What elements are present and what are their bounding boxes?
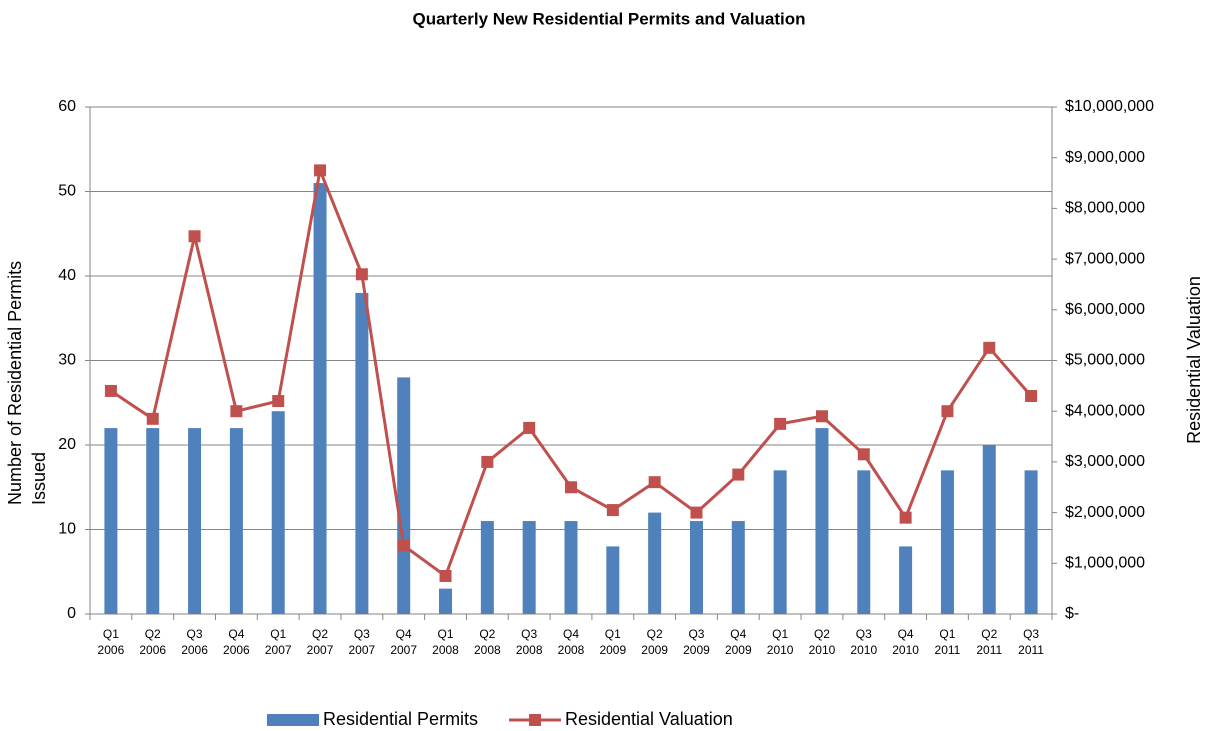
- x-tick-label: Q3 2006: [181, 627, 208, 657]
- bar: [899, 546, 913, 614]
- x-tick-label: Q1 2009: [599, 627, 627, 657]
- line-marker: [188, 230, 201, 243]
- y2-tick-label: $4,000,000: [1065, 402, 1145, 419]
- y2-tick-label: $7,000,000: [1065, 250, 1145, 267]
- x-tick-label: Q3 2010: [850, 627, 878, 657]
- bar: [271, 411, 285, 614]
- y2-tick-label: $6,000,000: [1065, 301, 1145, 318]
- line-marker: [523, 421, 536, 434]
- line-marker: [355, 268, 368, 281]
- line-marker: [983, 341, 996, 354]
- bar: [229, 428, 243, 614]
- y2-tick-label: $-: [1065, 605, 1079, 622]
- bar: [1024, 470, 1038, 614]
- bar: [940, 470, 954, 614]
- x-tick-label: Q1 2008: [432, 627, 459, 657]
- x-tick-label: Q2 2009: [641, 627, 668, 657]
- y-tick-label: 10: [58, 521, 76, 538]
- line-marker: [690, 506, 703, 519]
- legend-marker: [529, 714, 541, 726]
- x-tick-label: Q1 2011: [934, 627, 961, 657]
- x-tick-label: Q2 2006: [139, 627, 167, 657]
- bar: [146, 428, 160, 614]
- y2-tick-label: $10,000,000: [1065, 98, 1154, 115]
- line-marker: [815, 410, 828, 423]
- legend-swatch: [267, 714, 319, 726]
- line-marker: [732, 468, 745, 481]
- x-tick-label: Q4 2009: [724, 627, 752, 657]
- x-tick-label: Q2 2011: [976, 627, 1003, 657]
- bar: [689, 521, 703, 614]
- x-tick-label: Q3 2007: [348, 627, 376, 657]
- x-tick-label: Q3 2008: [515, 627, 543, 657]
- line-marker: [397, 539, 410, 552]
- bar: [606, 546, 620, 614]
- bar: [355, 292, 369, 614]
- x-tick-label: Q2 2007: [306, 627, 334, 657]
- x-tick-label: Q2 2008: [473, 627, 501, 657]
- bar: [397, 377, 411, 614]
- legend-label: Residential Permits: [323, 709, 478, 729]
- line-marker: [941, 405, 954, 418]
- bar: [104, 428, 118, 614]
- y-tick-label: 60: [58, 98, 76, 115]
- bar: [857, 470, 871, 614]
- bar: [188, 428, 202, 614]
- legend-label: Residential Valuation: [565, 709, 733, 729]
- line-marker: [899, 511, 912, 524]
- y-tick-label: 40: [58, 267, 76, 284]
- line-marker: [857, 448, 870, 461]
- line-marker: [481, 455, 494, 468]
- y-tick-label: 0: [67, 605, 76, 622]
- bar: [648, 512, 662, 614]
- x-tick-label: Q1 2010: [766, 627, 794, 657]
- bar: [731, 521, 745, 614]
- line-marker: [565, 481, 577, 494]
- line-marker: [146, 412, 159, 425]
- x-tick-label: Q4 2008: [557, 627, 585, 657]
- bar: [522, 521, 536, 614]
- line-marker: [648, 476, 661, 489]
- line-marker: [774, 417, 787, 430]
- bar: [313, 183, 327, 615]
- line-marker: [230, 405, 243, 418]
- x-tick-label: Q4 2007: [390, 627, 418, 657]
- x-tick-label: Q1 2007: [264, 627, 292, 657]
- y-tick-label: 30: [58, 352, 76, 369]
- bar: [815, 428, 829, 614]
- line-marker: [272, 395, 285, 408]
- line-marker: [1025, 389, 1038, 402]
- y2-tick-label: $1,000,000: [1065, 555, 1145, 572]
- y2-tick-label: $9,000,000: [1065, 149, 1145, 166]
- x-tick-label: Q3 2009: [683, 627, 710, 657]
- line: [110, 164, 1033, 579]
- line-marker: [606, 504, 619, 517]
- y2-tick-label: $2,000,000: [1065, 504, 1145, 521]
- y2-tick-label: $3,000,000: [1065, 453, 1145, 470]
- bar: [773, 470, 787, 614]
- chart-title: Quarterly New Residential Permits and Va…: [412, 9, 805, 28]
- line-marker: [314, 164, 327, 177]
- y-tick-label: 50: [58, 183, 76, 200]
- bar: [480, 521, 494, 614]
- bar: [982, 445, 996, 614]
- y-tick-label: 20: [58, 436, 76, 453]
- y2-axis-title: Residential Valuation: [1184, 276, 1204, 444]
- y2-tick-label: $8,000,000: [1065, 200, 1145, 217]
- line-marker: [439, 569, 452, 582]
- x-tick-label: Q4 2006: [223, 627, 250, 657]
- line-marker: [104, 384, 117, 397]
- bar: [439, 588, 453, 614]
- x-tick-label: Q4 2010: [892, 627, 919, 657]
- x-tick-label: Q1 2006: [97, 627, 125, 657]
- bar: [564, 521, 578, 614]
- y-axis-title: Number of Residential Permits Issued: [5, 260, 49, 505]
- x-tick-label: Q3 2011: [1018, 627, 1044, 657]
- y2-tick-label: $5,000,000: [1065, 352, 1145, 369]
- x-tick-label: Q2 2010: [808, 627, 836, 657]
